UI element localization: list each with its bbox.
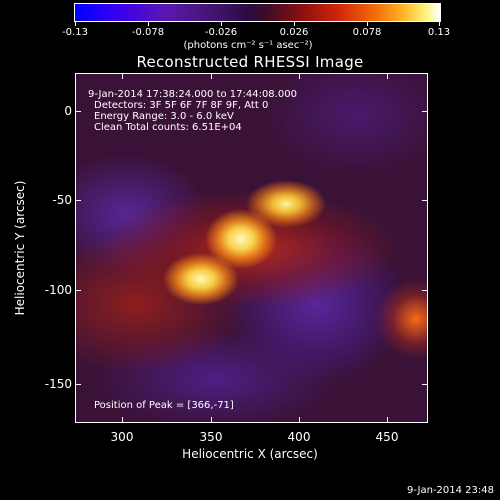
x-tick-label: 350 xyxy=(199,430,223,444)
y-tick-label: -50 xyxy=(52,193,72,207)
y-axis-label: Heliocentric Y (arcsec) xyxy=(13,180,27,316)
x-axis-label: Heliocentric X (arcsec) xyxy=(182,447,318,461)
x-tick-label: 450 xyxy=(375,430,399,444)
timestamp: 9-Jan-2014 23:48 xyxy=(407,485,494,496)
x-tick xyxy=(211,73,212,79)
x-tick xyxy=(211,417,212,423)
clean-counts-text: Clean Total counts: 6.51E+04 xyxy=(94,122,242,133)
colorbar-label: 0.13 xyxy=(427,27,451,38)
colorbar-tick xyxy=(148,22,149,26)
x-tick xyxy=(122,73,123,79)
x-tick xyxy=(299,417,300,423)
colorbar-label: 0.026 xyxy=(279,27,309,38)
y-tick xyxy=(75,111,81,112)
x-tick xyxy=(122,417,123,423)
colorbar-label: -0.13 xyxy=(62,27,88,38)
y-tick xyxy=(422,290,428,291)
colorbar-units: (photons cm⁻² s⁻¹ asec⁻²) xyxy=(183,40,313,51)
colorbar-tick xyxy=(75,22,76,26)
time-range-text: 9-Jan-2014 17:38:24.000 to 17:44:08.000 xyxy=(88,89,297,100)
x-tick xyxy=(387,73,388,79)
x-tick xyxy=(387,417,388,423)
x-tick-label: 300 xyxy=(110,430,134,444)
colorbar-label: -0.078 xyxy=(131,27,165,38)
y-tick-label: -100 xyxy=(44,283,72,297)
peak-position-text: Position of Peak = [366,-71] xyxy=(94,400,234,411)
y-tick-label: 0 xyxy=(64,104,72,118)
y-tick xyxy=(422,111,428,112)
y-tick-label: -150 xyxy=(44,377,72,391)
colorbar-tick xyxy=(221,22,222,26)
x-tick-label: 400 xyxy=(287,430,311,444)
image-title: Reconstructed RHESSI Image xyxy=(136,53,364,71)
x-tick xyxy=(299,73,300,79)
y-tick xyxy=(422,384,428,385)
energy-range-text: Energy Range: 3.0 - 6.0 keV xyxy=(94,111,234,122)
y-tick xyxy=(75,200,81,201)
colorbar-tick xyxy=(367,22,368,26)
detectors-text: Detectors: 3F 5F 6F 7F 8F 9F, Att 0 xyxy=(94,100,269,111)
colorbar-label: -0.026 xyxy=(204,27,238,38)
y-tick xyxy=(422,200,428,201)
y-tick xyxy=(75,384,81,385)
colorbar-label: 0.078 xyxy=(352,27,382,38)
colorbar-tick xyxy=(294,22,295,26)
rhessi-image: 9-Jan-2014 17:38:24.000 to 17:44:08.000 … xyxy=(75,73,428,423)
y-tick xyxy=(75,290,81,291)
colorbar-tick xyxy=(439,22,440,26)
colorbar xyxy=(74,3,441,22)
